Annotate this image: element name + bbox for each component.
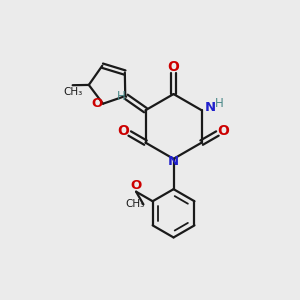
Text: O: O [168,60,179,74]
Text: O: O [117,124,129,138]
Text: O: O [130,179,142,192]
Text: O: O [218,124,229,138]
Text: N: N [168,155,179,168]
Text: CH₃: CH₃ [125,200,144,209]
Text: N: N [204,101,215,114]
Text: O: O [91,97,102,110]
Text: H: H [215,97,224,110]
Text: H: H [117,90,126,104]
Text: CH₃: CH₃ [63,87,82,97]
